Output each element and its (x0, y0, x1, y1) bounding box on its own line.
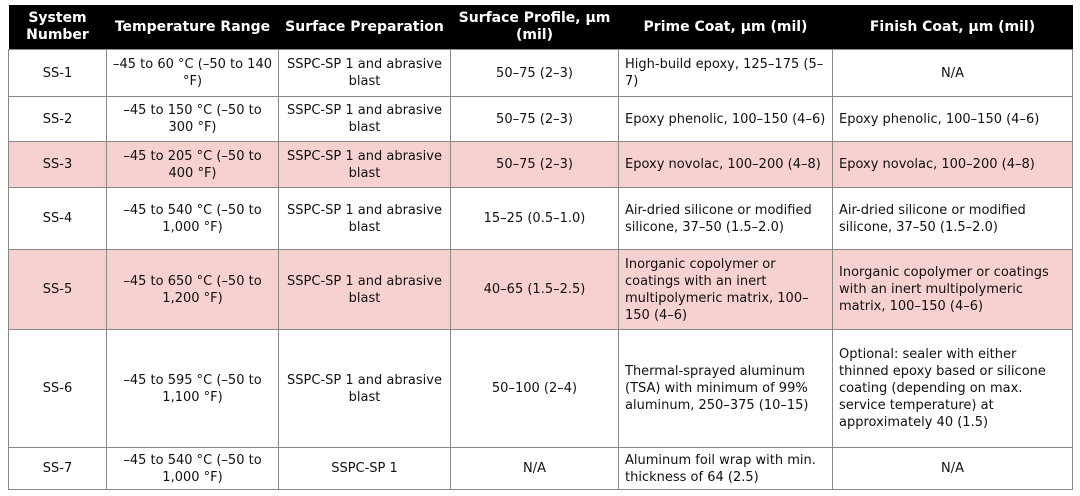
table-cell: Epoxy phenolic, 100–150 (4–6) (832, 96, 1073, 142)
table-cell: –45 to 540 °C (–50 to 1,000 °F) (106, 447, 279, 490)
table-body: SS-1 –45 to 60 °C (–50 to 140 °F) SSPC-SP … (8, 49, 1073, 490)
table-cell: –45 to 205 °C (–50 to 400 °F) (106, 141, 279, 188)
table-cell: 50–100 (2–4) (450, 329, 619, 448)
coating-table: System Number Temperature Range Surface Pr… (8, 5, 1073, 490)
table-cell: High-build epoxy, 125–175 (5–7) (618, 49, 833, 97)
table-cell: SSPC-SP 1 (278, 447, 451, 490)
table-row: SS-4 –45 to 540 °C (–50 to 1,000 °F) SSPC-… (8, 187, 1073, 250)
header-cell: Surface Preparation (278, 5, 451, 50)
table-cell: –45 to 540 °C (–50 to 1,000 °F) (106, 187, 279, 250)
table-cell: Thermal-sprayed aluminum (TSA) with mini… (618, 329, 833, 448)
table-cell: SS-1 (8, 49, 107, 97)
table-cell: N/A (832, 447, 1073, 490)
table-cell: SSPC-SP 1 and abrasive blast (278, 187, 451, 250)
table-cell: SS-7 (8, 447, 107, 490)
table-row: SS-3 –45 to 205 °C (–50 to 400 °F) SSPC-SP… (8, 141, 1073, 188)
table-row: SS-2 –45 to 150 °C (–50 to 300 °F) SSPC-SP… (8, 96, 1073, 142)
table-cell: SSPC-SP 1 and abrasive blast (278, 49, 451, 97)
table-cell: Optional: sealer with either thinned epo… (832, 329, 1073, 448)
table-cell: SS-4 (8, 187, 107, 250)
header-cell: Finish Coat, µm (mil) (832, 5, 1073, 50)
table-cell: SS-2 (8, 96, 107, 142)
table-cell: 50–75 (2–3) (450, 141, 619, 188)
header-cell: Temperature Range (106, 5, 279, 50)
table-cell: SS-6 (8, 329, 107, 448)
table-cell: SSPC-SP 1 and abrasive blast (278, 329, 451, 448)
table-cell: Aluminum foil wrap with min. thickness o… (618, 447, 833, 490)
table-cell: –45 to 595 °C (–50 to 1,100 °F) (106, 329, 279, 448)
table-cell: Epoxy phenolic, 100–150 (4–6) (618, 96, 833, 142)
table-cell: SS-5 (8, 249, 107, 330)
table-cell: Epoxy novolac, 100–200 (4–8) (618, 141, 833, 188)
table-row: SS-7 –45 to 540 °C (–50 to 1,000 °F) SSPC-… (8, 447, 1073, 490)
table-cell: SSPC-SP 1 and abrasive blast (278, 141, 451, 188)
header-cell: Prime Coat, µm (mil) (618, 5, 833, 50)
table-cell: Epoxy novolac, 100–200 (4–8) (832, 141, 1073, 188)
table-cell: SS-3 (8, 141, 107, 188)
table-row: SS-6 –45 to 595 °C (–50 to 1,100 °F) SSPC-… (8, 329, 1073, 448)
table-cell: 40–65 (1.5–2.5) (450, 249, 619, 330)
table-cell: Air-dried silicone or modified silicone,… (832, 187, 1073, 250)
table-cell: –45 to 60 °C (–50 to 140 °F) (106, 49, 279, 97)
header-row: System Number Temperature Range Surface Pr… (8, 5, 1073, 50)
header-cell: Surface Profile, µm (mil) (450, 5, 619, 50)
header-cell: System Number (8, 5, 107, 50)
table-cell: 15–25 (0.5–1.0) (450, 187, 619, 250)
table-cell: Inorganic copolymer or coatings with an … (618, 249, 833, 330)
table-cell: SSPC-SP 1 and abrasive blast (278, 96, 451, 142)
table-cell: Air-dried silicone or modified silicone,… (618, 187, 833, 250)
table-cell: 50–75 (2–3) (450, 96, 619, 142)
table-cell: –45 to 650 °C (–50 to 1,200 °F) (106, 249, 279, 330)
table-cell: SSPC-SP 1 and abrasive blast (278, 249, 451, 330)
table-cell: –45 to 150 °C (–50 to 300 °F) (106, 96, 279, 142)
table-cell: N/A (832, 49, 1073, 97)
table-cell: N/A (450, 447, 619, 490)
table-cell: 50–75 (2–3) (450, 49, 619, 97)
table-row: SS-5 –45 to 650 °C (–50 to 1,200 °F) SSPC-… (8, 249, 1073, 330)
table-row: SS-1 –45 to 60 °C (–50 to 140 °F) SSPC-SP … (8, 49, 1073, 97)
table-cell: Inorganic copolymer or coatings with an … (832, 249, 1073, 330)
